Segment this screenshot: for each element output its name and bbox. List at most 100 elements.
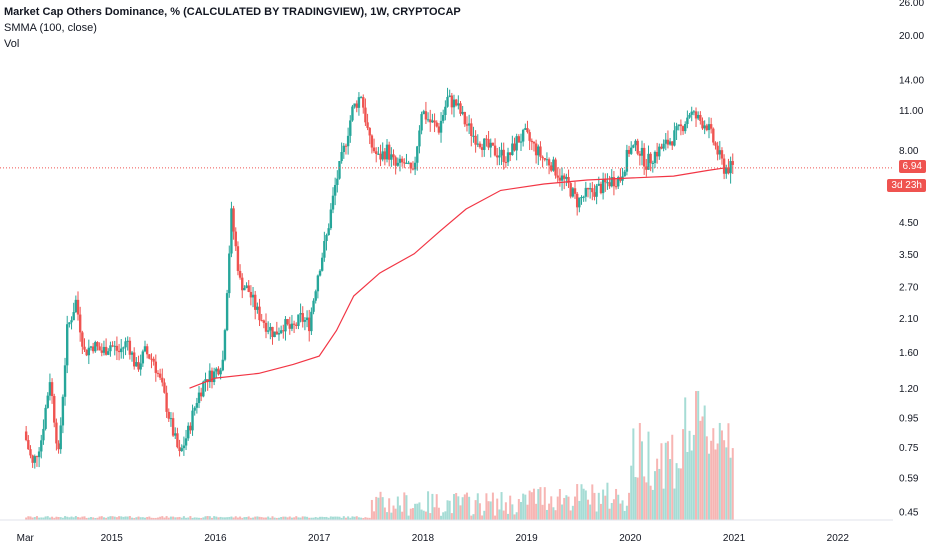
candle-body bbox=[344, 145, 348, 147]
volume-bar bbox=[321, 516, 324, 520]
candle-body bbox=[232, 208, 235, 232]
candle-body bbox=[521, 129, 525, 142]
candle-body bbox=[532, 142, 536, 144]
volume-bar bbox=[131, 517, 134, 520]
candle-body bbox=[519, 141, 523, 143]
volume-bar bbox=[418, 502, 421, 520]
volume-bar bbox=[433, 507, 436, 520]
volume-bar bbox=[584, 490, 587, 520]
candle-body bbox=[161, 377, 164, 383]
candle-body bbox=[725, 167, 728, 174]
volume-bar bbox=[608, 508, 611, 520]
candle-body bbox=[342, 145, 346, 153]
candle-body bbox=[236, 246, 240, 271]
volume-bar bbox=[405, 495, 408, 520]
volume-bar bbox=[308, 517, 311, 520]
volume-bar bbox=[619, 503, 622, 520]
candle-body bbox=[660, 146, 663, 149]
volume-bar bbox=[712, 428, 715, 520]
volume-bar bbox=[306, 516, 309, 520]
candle-body bbox=[27, 440, 30, 450]
volume-bar bbox=[498, 509, 501, 520]
volume-bar bbox=[714, 449, 717, 520]
candle-body bbox=[496, 155, 499, 158]
candle-body bbox=[377, 153, 380, 155]
volume-bar bbox=[96, 517, 99, 520]
candle-body bbox=[288, 324, 291, 329]
candle-body bbox=[390, 154, 393, 160]
candle-body bbox=[370, 135, 374, 148]
volume-bar bbox=[362, 517, 365, 520]
candle-body bbox=[638, 153, 642, 156]
candle-body bbox=[400, 158, 404, 163]
candle-body bbox=[256, 306, 259, 310]
volume-bar bbox=[286, 517, 289, 520]
candle-body bbox=[81, 332, 84, 347]
candle-body bbox=[709, 124, 713, 129]
candle-body bbox=[571, 188, 575, 197]
y-tick-label: 11.00 bbox=[899, 106, 924, 117]
candle-body bbox=[91, 346, 95, 352]
candle-body bbox=[547, 159, 551, 166]
volume-bar bbox=[651, 489, 654, 520]
volume-bar bbox=[582, 488, 585, 520]
volume-bar bbox=[548, 503, 551, 520]
candle-body bbox=[318, 270, 322, 276]
volume-bar bbox=[535, 503, 538, 520]
volume-bar bbox=[673, 488, 676, 520]
volume-bar bbox=[465, 492, 468, 520]
volume-bar bbox=[275, 517, 278, 520]
candle-body bbox=[498, 155, 501, 158]
candle-body bbox=[338, 161, 341, 179]
volume-bar bbox=[327, 517, 330, 520]
volume-bar bbox=[163, 517, 166, 520]
candle-body bbox=[63, 365, 67, 397]
candle-body bbox=[178, 447, 181, 452]
volume-bar bbox=[351, 516, 354, 520]
candle-body bbox=[684, 124, 687, 132]
volume-bar bbox=[409, 508, 412, 520]
candle-body bbox=[78, 314, 82, 333]
volume-bar bbox=[297, 517, 300, 520]
volume-bar bbox=[282, 516, 285, 520]
volume-bar bbox=[146, 516, 149, 520]
candle-body bbox=[94, 342, 97, 352]
volume-bar bbox=[688, 430, 691, 520]
volume-bar bbox=[561, 504, 564, 520]
volume-bar bbox=[40, 517, 43, 520]
candle-body bbox=[545, 159, 549, 161]
candle-body bbox=[422, 111, 425, 115]
candle-body bbox=[601, 179, 605, 194]
volume-bar bbox=[217, 517, 220, 520]
candle-body bbox=[591, 188, 594, 193]
candle-body bbox=[534, 143, 538, 156]
volume-bar bbox=[267, 516, 270, 520]
candle-body bbox=[454, 99, 458, 106]
volume-bar bbox=[390, 512, 393, 520]
volume-bar bbox=[200, 517, 203, 520]
candle-body bbox=[444, 106, 447, 116]
candle-body bbox=[418, 130, 421, 147]
candle-body bbox=[286, 319, 289, 325]
volume-bar bbox=[645, 482, 648, 520]
volume-bar bbox=[682, 429, 685, 520]
candle-body bbox=[50, 382, 54, 397]
volume-bar bbox=[532, 488, 535, 520]
candle-body bbox=[612, 177, 616, 187]
volume-bar bbox=[195, 517, 198, 520]
volume-bar bbox=[481, 515, 484, 520]
volume-bar bbox=[500, 492, 503, 520]
x-tick-label: 2020 bbox=[619, 533, 642, 544]
volume-bar bbox=[537, 489, 540, 520]
candle-body bbox=[578, 197, 581, 208]
volume-bar bbox=[476, 493, 479, 520]
volume-bar bbox=[72, 517, 75, 520]
volume-bar bbox=[370, 499, 373, 520]
volume-bar bbox=[133, 517, 136, 520]
volume-bar bbox=[269, 517, 272, 520]
candle-body bbox=[448, 95, 451, 97]
volume-bar bbox=[632, 428, 635, 520]
volume-bar bbox=[569, 510, 572, 520]
